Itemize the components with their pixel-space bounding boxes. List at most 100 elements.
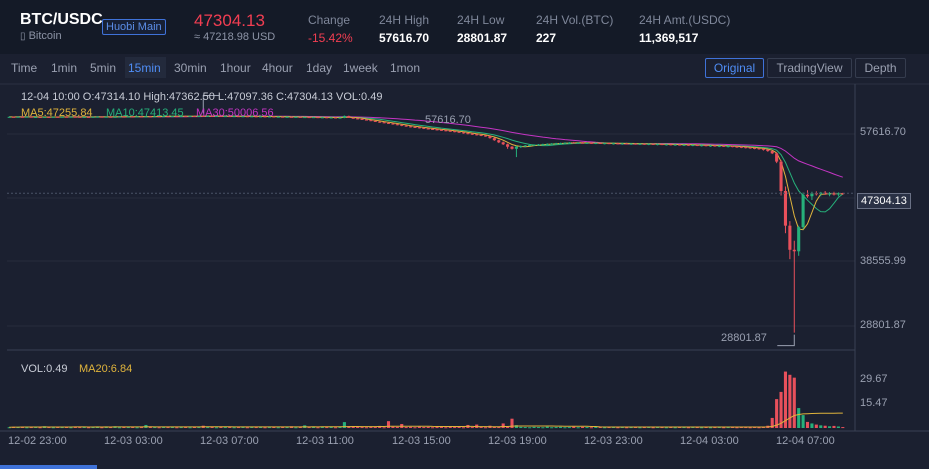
candle-body bbox=[594, 143, 598, 145]
candle-body bbox=[444, 130, 448, 132]
volume-bar bbox=[422, 427, 426, 429]
volume-bar bbox=[206, 427, 210, 429]
market-badge: Huobi Main bbox=[102, 19, 166, 35]
interval-15min[interactable]: 15min bbox=[128, 61, 161, 75]
volume-bar bbox=[386, 421, 391, 428]
volume-bar bbox=[708, 427, 713, 429]
candle-body bbox=[457, 131, 461, 133]
volume-bar bbox=[726, 427, 730, 429]
stat-value: 57616.70 bbox=[379, 31, 430, 45]
candle-body bbox=[550, 143, 554, 145]
stat-value: 11,369,517 bbox=[639, 31, 699, 45]
header-gap bbox=[0, 50, 929, 54]
candle-body bbox=[682, 144, 686, 146]
candle-body bbox=[836, 193, 840, 195]
candle-body bbox=[237, 116, 241, 118]
candle-body bbox=[409, 126, 413, 128]
volume-bar bbox=[541, 427, 545, 429]
interval-1mon[interactable]: 1mon bbox=[390, 61, 421, 75]
volume-bar bbox=[629, 427, 633, 429]
volume-bar bbox=[409, 426, 413, 428]
candle-body bbox=[554, 143, 558, 145]
stat-24h-amount: 24H Amt.(USDC) 11,369,517 bbox=[639, 13, 730, 45]
low-marker-arrow bbox=[777, 334, 795, 347]
candle-body bbox=[148, 116, 152, 118]
volume-bar bbox=[82, 426, 86, 428]
view-tradingview-button[interactable]: TradingView bbox=[767, 58, 852, 78]
time-tick: 12-03 11:00 bbox=[296, 435, 354, 447]
candle-body bbox=[532, 144, 536, 146]
candle-body bbox=[342, 115, 346, 118]
candle-body bbox=[598, 143, 602, 145]
volume-bar bbox=[38, 427, 42, 429]
volume-bar bbox=[832, 425, 836, 428]
candle-body bbox=[431, 128, 435, 130]
volume-bar bbox=[664, 427, 668, 429]
candle-body bbox=[779, 161, 783, 192]
volume-bar bbox=[435, 427, 439, 429]
candle-body bbox=[126, 116, 130, 118]
volume-bar bbox=[245, 427, 249, 429]
high-marker-arrow bbox=[202, 95, 220, 114]
view-depth-button[interactable]: Depth bbox=[855, 58, 906, 78]
candle-body bbox=[466, 133, 470, 135]
candle-body bbox=[276, 116, 280, 118]
candle-body bbox=[56, 116, 60, 118]
volume-bar bbox=[638, 427, 642, 429]
interval-1hour[interactable]: 1hour bbox=[220, 61, 251, 75]
volume-bar bbox=[453, 427, 457, 429]
candle-body bbox=[267, 116, 271, 118]
interval-5min[interactable]: 5min bbox=[90, 61, 117, 75]
time-tick: 12-04 07:00 bbox=[776, 435, 835, 447]
candle-body bbox=[558, 143, 563, 145]
candle-body bbox=[197, 115, 201, 117]
candle-body bbox=[607, 143, 611, 145]
coin-name-label: Bitcoin bbox=[28, 30, 62, 42]
candle-body bbox=[373, 120, 377, 122]
candle-body bbox=[585, 142, 589, 144]
volume-bar bbox=[316, 427, 320, 429]
interval-1week[interactable]: 1week bbox=[343, 61, 378, 75]
volume-bar bbox=[285, 427, 289, 429]
candle-body bbox=[739, 146, 743, 148]
ma5-line bbox=[9, 115, 843, 231]
candle-body bbox=[620, 143, 624, 145]
volume-tick: 29.67 bbox=[860, 373, 888, 385]
candle-body bbox=[179, 116, 183, 118]
volume-bar bbox=[828, 426, 832, 428]
candle-body bbox=[828, 193, 832, 195]
candle-body bbox=[64, 116, 69, 118]
volume-bar bbox=[382, 427, 386, 429]
candle-body bbox=[117, 116, 122, 118]
candle-body bbox=[153, 116, 157, 118]
pair-title[interactable]: BTC/USDC bbox=[20, 11, 103, 28]
candle-body bbox=[497, 140, 501, 143]
volume-bar bbox=[360, 427, 364, 429]
volume-bar bbox=[642, 427, 646, 429]
candle-body bbox=[788, 225, 792, 250]
volume-bar bbox=[492, 426, 496, 428]
candle-body bbox=[60, 116, 64, 118]
candle-body bbox=[400, 124, 404, 126]
volume-bar bbox=[281, 426, 285, 428]
view-original-button[interactable]: Original bbox=[705, 58, 764, 78]
candle-body bbox=[581, 142, 585, 144]
volume-bar bbox=[801, 415, 805, 428]
current-price-tag: 47304.13 bbox=[857, 193, 911, 209]
volume-bar bbox=[550, 427, 554, 429]
candle-body bbox=[625, 143, 629, 145]
candle-body bbox=[753, 147, 757, 149]
interval-1min[interactable]: 1min bbox=[51, 61, 78, 75]
interval-30min[interactable]: 30min bbox=[174, 61, 207, 75]
low-marker-label: 28801.87 bbox=[721, 332, 767, 344]
candle-body bbox=[316, 117, 320, 119]
interval-time[interactable]: Time bbox=[11, 61, 38, 75]
interval-4hour[interactable]: 4hour bbox=[262, 61, 293, 75]
interval-1day[interactable]: 1day bbox=[306, 61, 333, 75]
volume-bar bbox=[153, 427, 157, 429]
candle-body bbox=[757, 148, 761, 150]
candle-body bbox=[801, 194, 805, 228]
volume-bar bbox=[311, 426, 316, 428]
volume-bar bbox=[29, 427, 33, 429]
